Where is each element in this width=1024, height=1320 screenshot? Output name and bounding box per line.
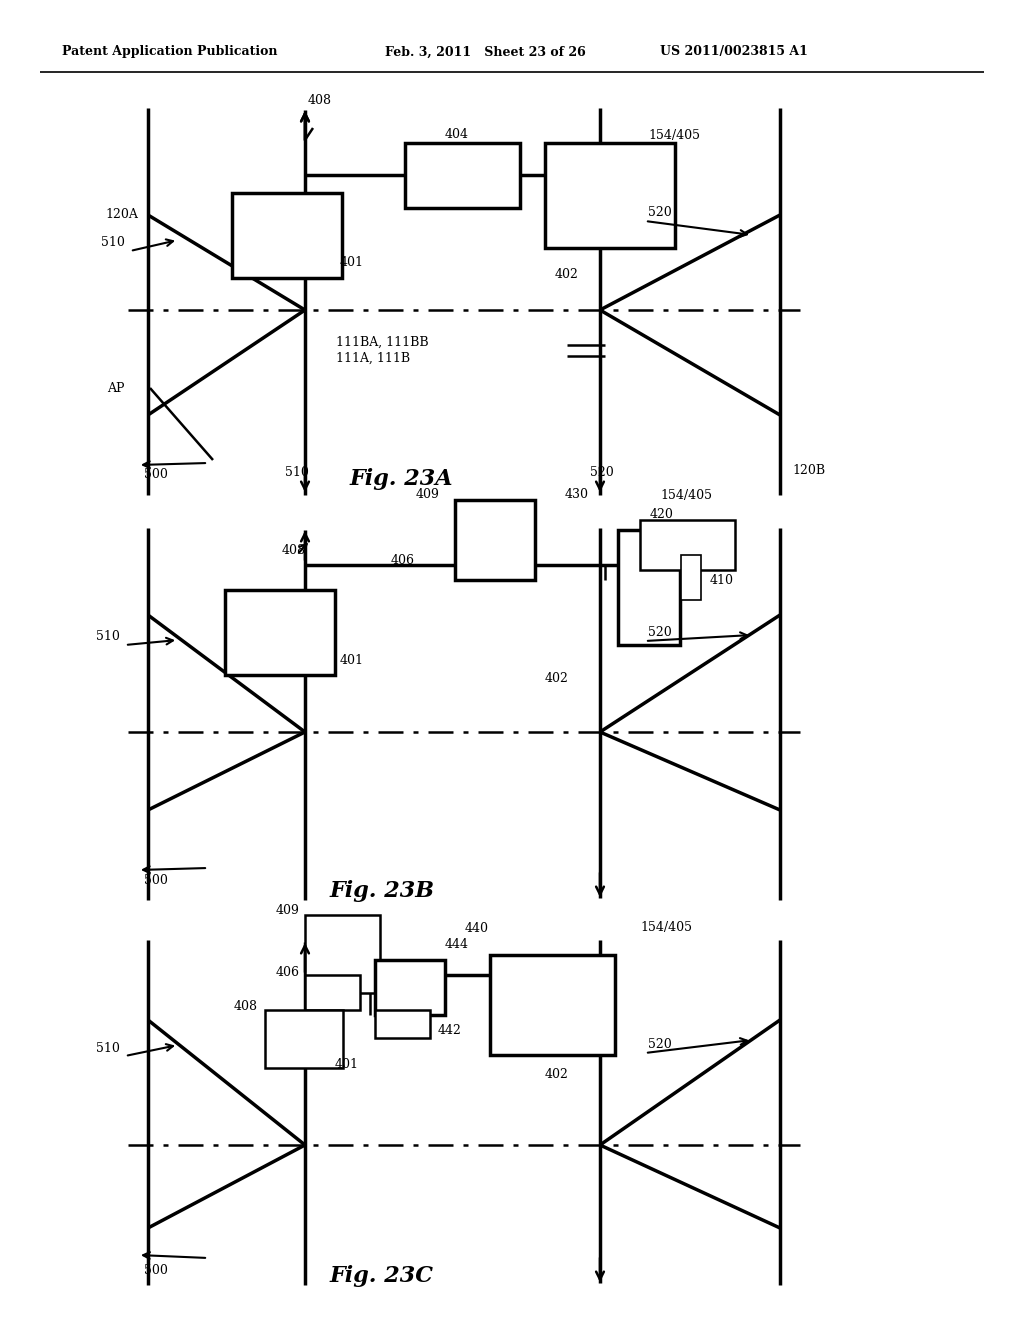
Text: 520: 520 (648, 1039, 672, 1052)
Text: 520: 520 (648, 206, 672, 219)
Bar (455, 500, 535, 579)
Text: 404: 404 (445, 128, 469, 141)
Text: 510: 510 (96, 631, 120, 644)
Bar (375, 1010, 430, 1038)
Bar (375, 960, 445, 1015)
Bar (232, 193, 342, 279)
Bar (490, 954, 615, 1055)
Text: 406: 406 (391, 553, 415, 566)
Text: 111BA, 111BB: 111BA, 111BB (336, 335, 429, 348)
Text: 500: 500 (144, 469, 168, 482)
Text: 154/405: 154/405 (660, 488, 712, 502)
Bar (265, 1010, 343, 1068)
Text: 402: 402 (545, 672, 569, 685)
Text: Fig. 23C: Fig. 23C (330, 1265, 434, 1287)
Text: 111A, 111B: 111A, 111B (336, 351, 411, 364)
Text: 510: 510 (285, 466, 309, 479)
Text: 408: 408 (282, 544, 306, 557)
Bar (225, 590, 335, 675)
Text: 120A: 120A (105, 209, 138, 222)
Text: 520: 520 (590, 466, 613, 479)
Bar (618, 531, 680, 645)
Text: US 2011/0023815 A1: US 2011/0023815 A1 (660, 45, 808, 58)
Text: AP: AP (108, 381, 125, 395)
Text: 442: 442 (438, 1023, 462, 1036)
Bar (681, 554, 701, 601)
Text: 402: 402 (545, 1068, 569, 1081)
Text: 410: 410 (710, 573, 734, 586)
Bar (545, 143, 675, 248)
Text: 440: 440 (465, 921, 489, 935)
Text: 520: 520 (648, 627, 672, 639)
Text: Fig. 23A: Fig. 23A (350, 469, 454, 490)
Text: 401: 401 (340, 653, 364, 667)
Text: 500: 500 (144, 874, 168, 887)
Text: 500: 500 (144, 1263, 168, 1276)
Bar (305, 975, 360, 1010)
Text: 402: 402 (555, 268, 579, 281)
Text: 154/405: 154/405 (648, 128, 700, 141)
Text: Patent Application Publication: Patent Application Publication (62, 45, 278, 58)
Text: 408: 408 (308, 94, 332, 107)
Text: 409: 409 (416, 488, 440, 502)
Text: 510: 510 (96, 1041, 120, 1055)
Text: 154/405: 154/405 (640, 921, 692, 935)
Text: 430: 430 (565, 488, 589, 502)
Text: Fig. 23B: Fig. 23B (330, 880, 435, 902)
Text: 120B: 120B (792, 463, 825, 477)
Bar (305, 915, 380, 993)
Text: Feb. 3, 2011   Sheet 23 of 26: Feb. 3, 2011 Sheet 23 of 26 (385, 45, 586, 58)
Text: 444: 444 (445, 939, 469, 952)
Text: 420: 420 (650, 508, 674, 521)
Text: 409: 409 (276, 903, 300, 916)
Text: 406: 406 (276, 965, 300, 978)
Bar (640, 520, 735, 570)
Text: 408: 408 (234, 1001, 258, 1014)
Text: 401: 401 (340, 256, 364, 269)
Text: 510: 510 (101, 236, 125, 249)
Bar (406, 143, 520, 209)
Text: 401: 401 (335, 1059, 359, 1072)
